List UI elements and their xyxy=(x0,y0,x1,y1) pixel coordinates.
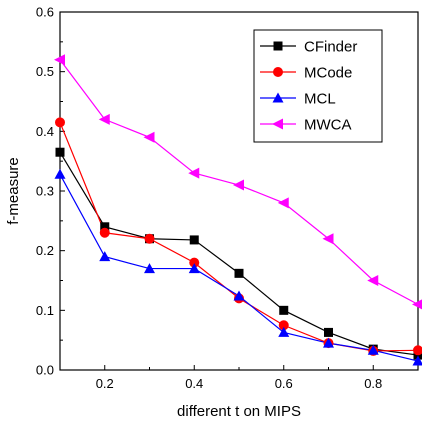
data-point-mcl xyxy=(188,263,200,274)
legend-marker-cfinder xyxy=(273,41,283,51)
data-point-cfinder xyxy=(189,235,199,245)
x-tick-label: 0.8 xyxy=(364,376,382,391)
data-point-cfinder xyxy=(279,305,289,315)
data-point-cfinder xyxy=(100,222,110,232)
x-tick-label: 0.2 xyxy=(96,376,114,391)
data-point-cfinder xyxy=(55,147,65,157)
legend-marker-mcl xyxy=(272,92,284,103)
data-point-mwca xyxy=(412,299,422,310)
y-tick-label: 0.1 xyxy=(36,303,54,318)
data-point-mwca xyxy=(322,233,334,245)
y-tick-label: 0.3 xyxy=(36,184,54,199)
x-tick-label: 0.6 xyxy=(275,376,293,391)
data-point-mwca xyxy=(188,167,200,179)
data-point-mwca xyxy=(54,54,65,66)
data-point-mwca xyxy=(98,113,110,125)
legend-label-mwca: MWCA xyxy=(304,117,352,134)
x-axis-label: different t on MIPS xyxy=(177,403,301,420)
y-axis-label: f-measure xyxy=(5,157,22,225)
data-point-mcode xyxy=(99,227,110,238)
legend: CFinder MCode MCL MWCA xyxy=(253,29,383,143)
y-tick-label: 0.0 xyxy=(36,363,54,378)
data-point-mcode xyxy=(189,257,200,268)
data-point-mwca xyxy=(277,197,289,209)
y-tick-label: 0.4 xyxy=(36,124,54,139)
data-point-mcl xyxy=(99,251,111,262)
axis-ticks: 0.0 0.1 0.2 0.3 0.4 0.5 0.6 0.2 0.4 0.6 0.8 xyxy=(36,5,419,391)
data-point-mcode xyxy=(413,345,422,356)
data-point-mwca xyxy=(233,179,244,191)
data-point-cfinder xyxy=(324,327,333,337)
data-point-mcl xyxy=(278,326,290,337)
x-tick-label: 0.4 xyxy=(185,376,203,391)
data-point-mcl xyxy=(233,290,245,301)
legend-label-mcl: MCL xyxy=(304,91,336,108)
data-point-mcl xyxy=(367,344,379,355)
y-tick-label: 0.5 xyxy=(36,64,54,79)
legend-marker-mwca xyxy=(272,118,283,130)
data-point-mcl xyxy=(323,337,334,348)
data-point-cfinder xyxy=(234,268,244,278)
data-point-mcl xyxy=(412,355,422,366)
y-tick-label: 0.2 xyxy=(36,243,54,258)
data-point-mwca xyxy=(143,131,155,143)
data-point-mcode xyxy=(144,233,155,244)
data-point-mwca xyxy=(367,275,379,286)
data-point-mcode xyxy=(278,320,289,331)
data-point-mcode xyxy=(55,117,65,128)
data-point-mcl xyxy=(54,168,66,179)
legend-label-mcode: MCode xyxy=(304,65,352,82)
y-tick-label: 0.6 xyxy=(36,5,54,20)
legend-label-cfinder: CFinder xyxy=(304,39,357,56)
legend-marker-mcode xyxy=(273,67,283,77)
series-markers xyxy=(54,54,422,366)
data-point-mcl xyxy=(144,263,155,274)
